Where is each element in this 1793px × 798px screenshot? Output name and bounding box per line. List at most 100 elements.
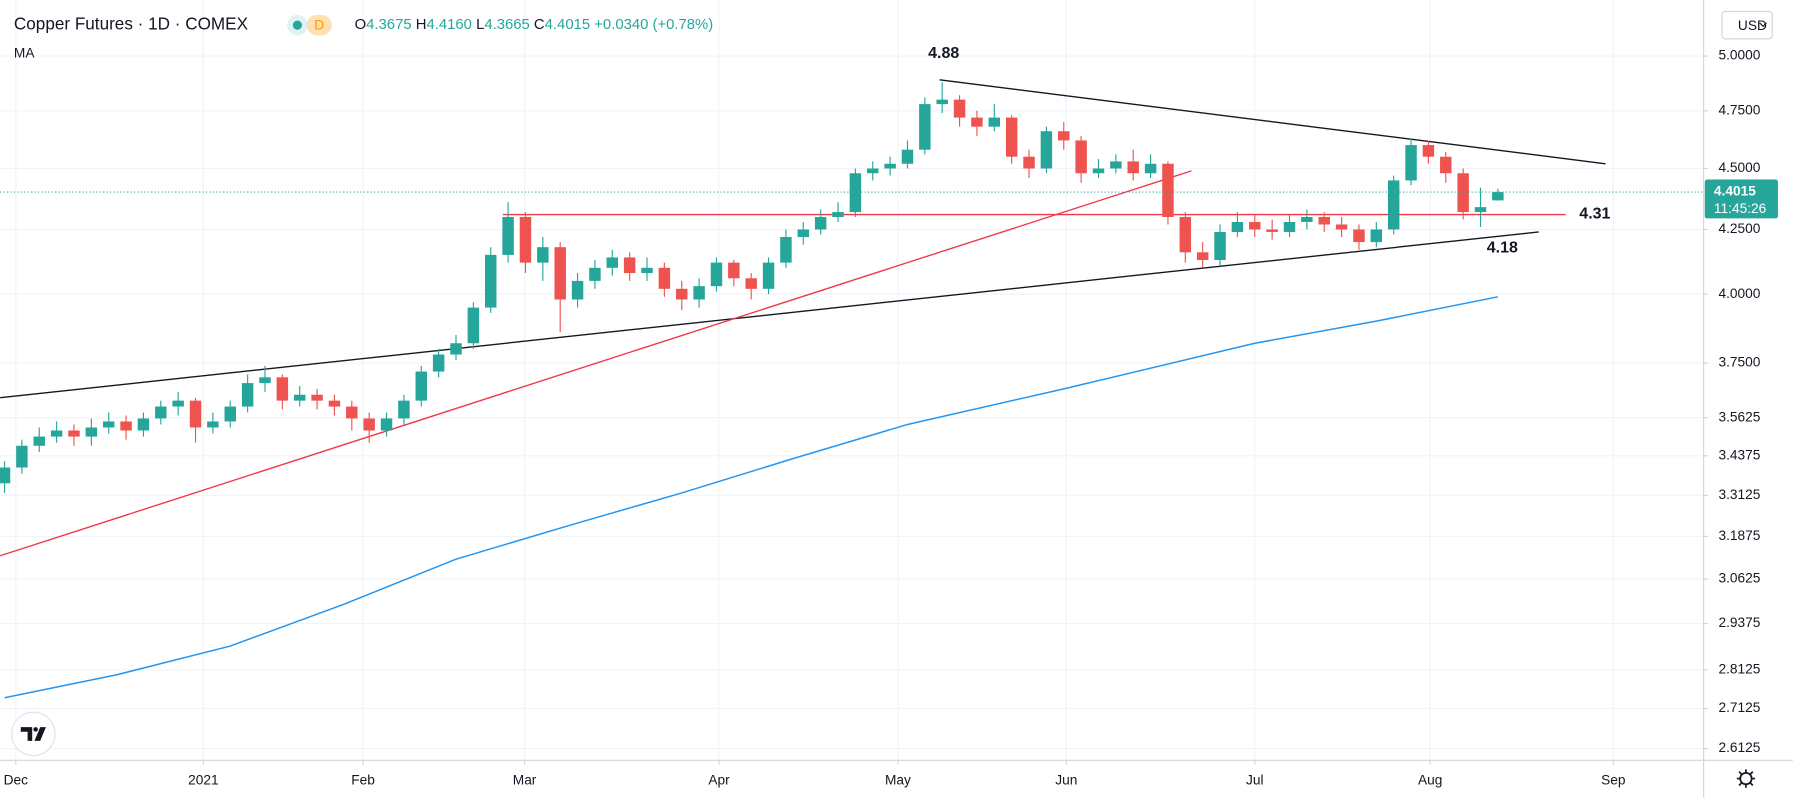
- trendline: [0, 170, 1192, 557]
- plot: 4.88 4.31 4.18: [0, 45, 1704, 699]
- candle-body: [1127, 161, 1139, 174]
- candle-body: [867, 168, 879, 174]
- annotation: 4.31: [1579, 206, 1610, 223]
- y-tick-label: 3.4375: [1719, 447, 1761, 462]
- status-dot: [292, 20, 303, 30]
- candle-body: [693, 286, 705, 300]
- x-tick-label: Sep: [1601, 772, 1626, 787]
- candle-body: [1301, 216, 1313, 222]
- candle-body: [849, 173, 862, 213]
- candle-body: [502, 216, 514, 255]
- x-tick-label: Jul: [1246, 772, 1264, 787]
- candle-body: [207, 421, 219, 428]
- candle-body: [467, 307, 480, 344]
- candle-body: [1353, 229, 1365, 243]
- price-label-bg: [1704, 179, 1778, 219]
- y-tick-label: 3.7500: [1719, 355, 1761, 370]
- logo-mark: [20, 727, 46, 741]
- candle-body: [1005, 117, 1018, 157]
- candle-body: [85, 427, 98, 437]
- candle-body: [241, 383, 254, 407]
- gear-teeth: [1736, 769, 1756, 788]
- currency-caret: [1759, 22, 1767, 28]
- price-label: 4.4015: [1714, 184, 1756, 199]
- candle-body: [137, 418, 150, 431]
- y-tick-label: 3.0625: [1719, 571, 1761, 586]
- currency-button[interactable]: [1721, 10, 1773, 40]
- candle-body: [50, 430, 63, 437]
- legend-ma[interactable]: MA: [14, 45, 35, 60]
- currency: USD: [1738, 18, 1767, 33]
- candle-body: [1162, 163, 1174, 217]
- y-tick-label: 4.0000: [1719, 286, 1761, 301]
- candle-body: [571, 280, 584, 300]
- candle-body: [1058, 131, 1070, 141]
- candle-body: [1092, 168, 1105, 174]
- header-text: C: [534, 17, 545, 33]
- candle-body: [1075, 140, 1087, 174]
- candle-body: [1405, 145, 1417, 181]
- candle-body: [1214, 231, 1226, 261]
- candle-body: [293, 394, 306, 401]
- candle-body: [728, 262, 740, 279]
- candle-body: [484, 254, 497, 308]
- candle-body: [16, 445, 28, 468]
- candle-body: [1474, 207, 1487, 213]
- candle-body: [432, 354, 445, 372]
- header-text: H: [416, 17, 427, 33]
- candle-body: [172, 400, 184, 407]
- candle-body: [224, 406, 236, 422]
- header: Copper Futures · 1D · COMEX D O4.3675 H4…: [14, 14, 713, 61]
- candle-body: [120, 421, 132, 431]
- candle-body: [328, 400, 341, 407]
- x-tick-label: Aug: [1418, 772, 1442, 787]
- y-tick-label: 3.5625: [1719, 409, 1761, 424]
- moving-average: [4, 296, 1499, 699]
- candle-body: [1387, 180, 1400, 230]
- candle-body: [1144, 163, 1157, 174]
- candle-body: [1440, 156, 1452, 174]
- y-tick-label: 4.5000: [1719, 160, 1761, 175]
- candle-body: [1335, 224, 1348, 230]
- y-tick-label: 2.7125: [1719, 700, 1761, 715]
- countdown: 11:45:26: [1714, 201, 1767, 216]
- x-tick-label: Jun: [1055, 772, 1077, 787]
- x-tick-label: Dec: [4, 772, 29, 787]
- y-tick-label: 2.8125: [1719, 662, 1761, 677]
- header-text: 4.4160: [426, 17, 471, 33]
- axes: 5.0000 4.7500 4.5000 4.2500 4.0000 3.7500 3.56…: [4, 48, 1778, 787]
- symbol-title: Copper Futures · 1D · COMEX: [14, 14, 249, 34]
- candle-body: [988, 117, 1001, 127]
- candle-body: [745, 278, 757, 289]
- candle-body: [415, 371, 428, 401]
- y-tick-label: 4.2500: [1719, 221, 1761, 236]
- settings-icon[interactable]: [1736, 769, 1756, 788]
- candle-body: [710, 262, 723, 287]
- y-tick-label: 3.3125: [1719, 487, 1761, 502]
- grid: [0, 0, 1704, 761]
- header-text: 4.3675: [366, 17, 411, 33]
- candle-body: [259, 377, 271, 384]
- candle-body: [589, 267, 601, 281]
- candle-body: [363, 418, 375, 431]
- candle-body: [102, 421, 115, 428]
- candle-body: [1196, 252, 1209, 261]
- candle-body: [311, 394, 323, 401]
- logo[interactable]: [11, 711, 56, 757]
- ohlc: O4.3675 H4.4160 L4.3665 C4.4015 +0.0340 …: [355, 17, 714, 33]
- candle-body: [762, 262, 775, 289]
- candle-body: [519, 216, 532, 263]
- candle-body: [1110, 161, 1122, 169]
- candle-body: [554, 247, 566, 300]
- candle-body: [1457, 173, 1469, 213]
- candle-body: [1023, 156, 1035, 169]
- candle-body: [641, 267, 653, 274]
- candle-body: [398, 400, 410, 419]
- candle-body: [1266, 229, 1278, 232]
- candle-body: [780, 237, 792, 263]
- logo-bg: [11, 711, 56, 757]
- candle-body: [189, 400, 202, 428]
- candle-body: [606, 257, 619, 268]
- candle-body: [450, 343, 462, 355]
